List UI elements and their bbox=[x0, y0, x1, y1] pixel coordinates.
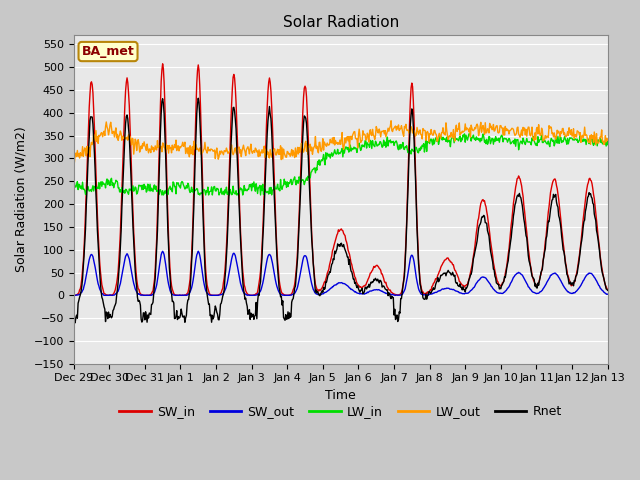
SW_in bbox=[438, 262, 446, 267]
Rnet bbox=[211, 303, 219, 309]
LW_out bbox=[70, 154, 77, 160]
SW_in bbox=[159, 61, 166, 67]
Line: SW_out: SW_out bbox=[74, 251, 607, 295]
Y-axis label: Solar Radiation (W/m2): Solar Radiation (W/m2) bbox=[15, 127, 28, 273]
LW_in bbox=[556, 134, 564, 140]
LW_out bbox=[70, 159, 78, 165]
LW_in bbox=[466, 131, 474, 137]
Rnet bbox=[438, 272, 446, 278]
Line: LW_out: LW_out bbox=[74, 121, 607, 162]
LW_out bbox=[438, 130, 446, 135]
LW_in bbox=[70, 183, 77, 189]
LW_in bbox=[604, 142, 611, 147]
SW_in bbox=[334, 230, 342, 236]
SW_in bbox=[604, 287, 611, 292]
Rnet bbox=[195, 96, 202, 101]
Line: LW_in: LW_in bbox=[74, 134, 607, 195]
LW_in bbox=[211, 183, 218, 189]
Rnet bbox=[70, 317, 77, 323]
SW_out bbox=[188, 285, 195, 291]
Line: Rnet: Rnet bbox=[74, 98, 607, 323]
LW_out bbox=[556, 134, 564, 140]
Rnet bbox=[386, 291, 394, 297]
LW_out bbox=[385, 128, 393, 134]
Rnet bbox=[556, 219, 564, 225]
LW_in bbox=[158, 192, 166, 198]
LW_in bbox=[385, 138, 393, 144]
SW_out bbox=[438, 286, 446, 292]
Line: SW_in: SW_in bbox=[74, 64, 607, 295]
Title: Solar Radiation: Solar Radiation bbox=[282, 15, 399, 30]
SW_out bbox=[334, 281, 342, 287]
LW_in bbox=[333, 150, 340, 156]
SW_in bbox=[211, 292, 219, 298]
LW_out bbox=[188, 150, 195, 156]
SW_in bbox=[556, 210, 564, 216]
SW_out bbox=[604, 291, 611, 297]
SW_out bbox=[211, 292, 219, 298]
LW_out bbox=[387, 118, 395, 124]
LW_out bbox=[333, 140, 340, 145]
SW_out bbox=[71, 292, 79, 298]
Legend: SW_in, SW_out, LW_in, LW_out, Rnet: SW_in, SW_out, LW_in, LW_out, Rnet bbox=[115, 400, 567, 423]
SW_out bbox=[556, 277, 564, 283]
LW_out bbox=[211, 147, 218, 153]
SW_out bbox=[386, 291, 394, 297]
SW_in bbox=[188, 235, 196, 241]
SW_out bbox=[195, 248, 202, 254]
Rnet bbox=[188, 260, 195, 265]
SW_in bbox=[177, 292, 184, 298]
SW_out bbox=[70, 292, 77, 298]
SW_in bbox=[386, 287, 394, 293]
LW_in bbox=[438, 135, 445, 141]
Rnet bbox=[334, 241, 342, 247]
LW_in bbox=[188, 184, 195, 190]
SW_in bbox=[70, 292, 77, 298]
Text: BA_met: BA_met bbox=[82, 45, 134, 58]
LW_out bbox=[604, 137, 611, 143]
Rnet bbox=[604, 288, 611, 293]
X-axis label: Time: Time bbox=[325, 389, 356, 402]
Rnet bbox=[71, 320, 79, 326]
